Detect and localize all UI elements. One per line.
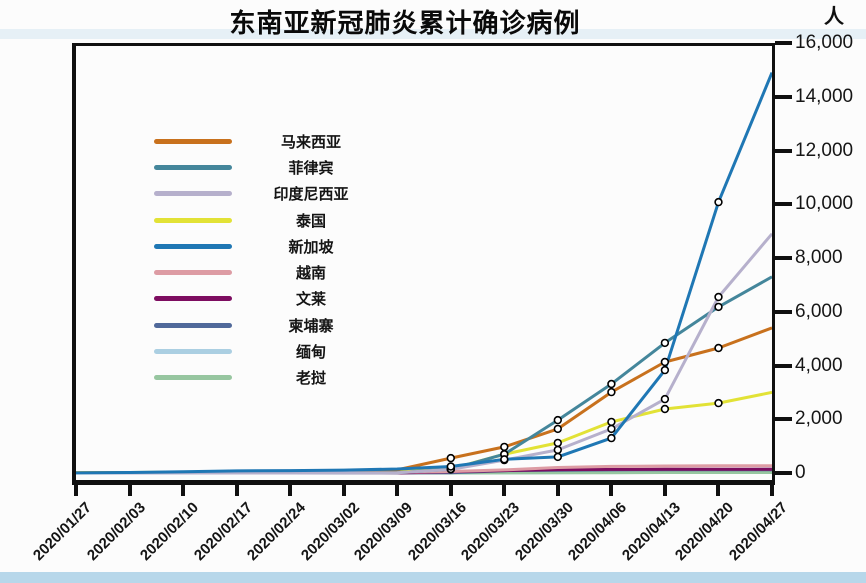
data-point-marker <box>553 452 562 462</box>
series-line <box>76 72 772 475</box>
data-point-marker <box>500 442 509 452</box>
data-point-marker <box>500 455 509 464</box>
legend-item: 马来西亚 <box>154 128 376 154</box>
legend-swatch <box>154 375 232 381</box>
x-axis-tick <box>181 482 186 496</box>
x-axis-tick <box>395 482 400 496</box>
data-point-marker <box>446 462 455 471</box>
legend-item: 缅甸 <box>154 338 376 364</box>
legend-item: 泰国 <box>154 207 376 233</box>
data-point-marker <box>553 445 562 455</box>
y-axis-tick <box>775 148 792 153</box>
y-tick-label: 12,000 <box>795 139 854 161</box>
x-axis-tick <box>341 482 346 496</box>
series-line <box>76 390 772 475</box>
legend-swatch <box>154 138 232 144</box>
legend-item: 越南 <box>154 259 376 285</box>
bottom-strip <box>0 572 866 583</box>
y-tick-label: 16,000 <box>795 32 854 53</box>
legend-swatch <box>154 243 232 249</box>
legend-label: 越南 <box>295 265 326 283</box>
y-tick-label: 2,000 <box>795 408 843 430</box>
data-point-marker <box>446 453 455 463</box>
legend-item: 新加坡 <box>154 233 376 259</box>
data-point-marker <box>660 338 670 348</box>
highlight-band <box>0 29 866 39</box>
x-axis-tick <box>448 482 453 496</box>
legend-item: 印度尼西亚 <box>154 181 376 207</box>
data-point-marker <box>660 394 670 404</box>
y-axis-tick <box>775 471 792 475</box>
data-point-marker <box>607 424 616 434</box>
legend-swatch <box>154 270 232 276</box>
y-tick-label: 10,000 <box>795 193 854 215</box>
x-axis-tick <box>716 482 721 496</box>
x-axis-tick <box>127 482 132 496</box>
data-point-marker <box>714 398 723 408</box>
data-point-marker <box>553 424 562 434</box>
data-point-marker <box>607 379 616 389</box>
x-axis-tick <box>288 482 293 496</box>
data-point-marker <box>607 387 616 397</box>
legend-swatch <box>154 322 232 328</box>
y-axis-tick <box>775 41 792 45</box>
x-axis-tick <box>502 482 507 496</box>
y-axis-tick <box>775 309 792 314</box>
legend-swatch <box>154 164 232 170</box>
y-tick-label: 8,000 <box>795 247 843 268</box>
legend-label: 缅甸 <box>295 344 326 362</box>
data-point-marker <box>660 404 670 414</box>
legend-label: 马来西亚 <box>280 133 341 151</box>
legend-swatch <box>154 296 232 302</box>
x-axis-tick <box>662 482 667 496</box>
y-axis-tick <box>775 94 792 99</box>
legend: 马来西亚菲律宾印度尼西亚泰国新加坡越南文莱柬埔寨缅甸老挝 <box>154 128 376 391</box>
data-point-marker <box>607 433 616 443</box>
y-axis-unit-label: 人 <box>824 6 844 28</box>
y-axis-tick <box>775 363 792 368</box>
legend-label: 菲律宾 <box>288 159 334 177</box>
y-axis-tick <box>775 417 792 422</box>
x-axis-tick <box>555 482 560 496</box>
data-point-marker <box>714 197 723 207</box>
series-lines <box>76 72 772 475</box>
y-axis-tick <box>775 202 792 207</box>
data-point-marker <box>660 357 670 367</box>
data-point-marker <box>607 417 616 427</box>
legend-item: 柬埔寨 <box>154 312 376 338</box>
x-axis-tick <box>609 482 614 496</box>
x-axis-tick <box>234 482 239 496</box>
y-tick-label: 0 <box>795 462 806 483</box>
legend-swatch <box>154 191 232 197</box>
legend-label: 柬埔寨 <box>288 317 334 335</box>
legend-label: 新加坡 <box>288 238 334 256</box>
y-tick-label: 14,000 <box>795 85 854 107</box>
y-tick-label: 6,000 <box>795 300 843 322</box>
legend-label: 老挝 <box>295 370 326 388</box>
legend-label: 印度尼西亚 <box>273 186 349 204</box>
data-point-marker <box>553 438 562 448</box>
legend-swatch <box>154 217 232 223</box>
legend-swatch <box>154 349 232 355</box>
data-point-marker <box>553 415 562 425</box>
legend-label: 泰国 <box>295 212 326 230</box>
chart-title: 东南亚新冠肺炎累计确诊病例 <box>229 8 581 38</box>
legend-item: 老挝 <box>154 365 376 391</box>
legend-item: 文莱 <box>154 286 376 312</box>
y-axis-tick <box>775 256 792 260</box>
data-point-marker <box>714 343 723 353</box>
data-point-marker <box>660 365 670 375</box>
x-axis-tick <box>74 482 78 496</box>
x-axis-tick <box>770 482 774 496</box>
plot-area: 马来西亚菲律宾印度尼西亚泰国新加坡越南文莱柬埔寨缅甸老挝 <box>72 43 775 485</box>
data-point-marker <box>714 302 723 312</box>
y-tick-label: 4,000 <box>795 354 843 376</box>
data-point-marker <box>714 292 723 302</box>
legend-label: 文莱 <box>295 291 326 309</box>
legend-item: 菲律宾 <box>154 154 376 180</box>
